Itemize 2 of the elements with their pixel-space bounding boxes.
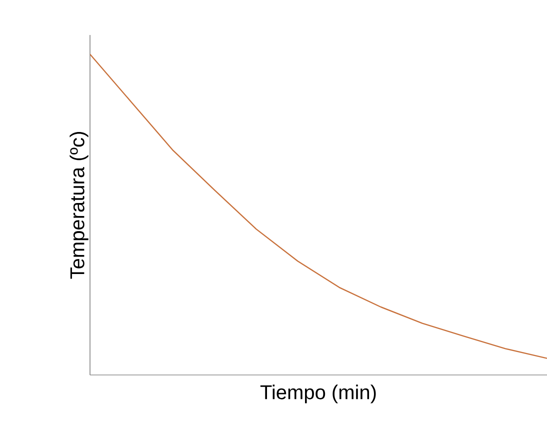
y-axis-title: Temperatura (ºc) [70, 132, 88, 279]
x-axis-title: Tiempo (min) [260, 384, 376, 404]
